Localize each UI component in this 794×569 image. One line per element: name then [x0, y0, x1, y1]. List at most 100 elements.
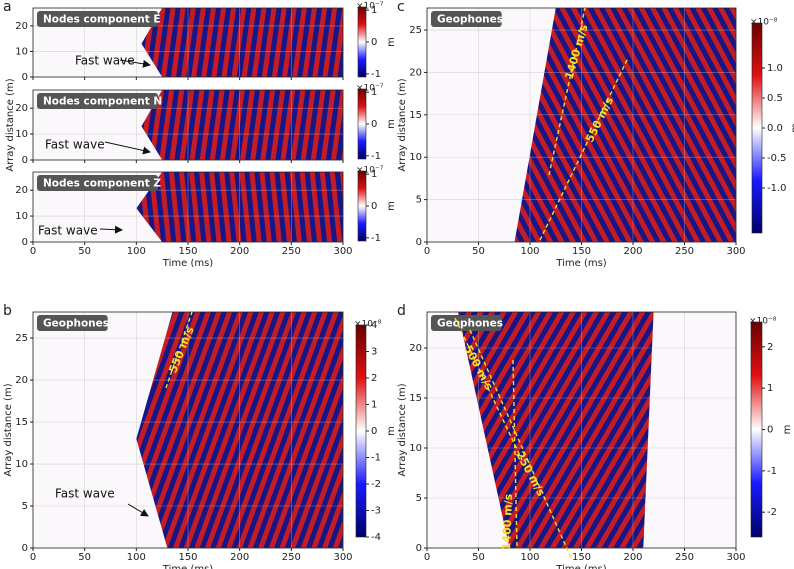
- colorbar-tick-label: 2: [767, 342, 773, 353]
- colorbar-tick-label: 0: [371, 426, 377, 437]
- panel-letter: c: [397, 0, 405, 15]
- x-tick-label: 250: [675, 552, 694, 563]
- panel-title: Nodes component E: [43, 14, 161, 26]
- y-tick-label: 20: [409, 67, 422, 78]
- y-tick-label: 0: [22, 237, 28, 248]
- x-tick-label: 300: [726, 246, 745, 257]
- y-tick-label: 20: [15, 103, 28, 114]
- x-tick-label: 150: [572, 552, 591, 563]
- panel-title: Geophones: [43, 318, 109, 330]
- colorbar-label: m: [386, 119, 397, 129]
- x-tick-label: 100: [520, 552, 539, 563]
- x-tick-label: 300: [333, 552, 352, 563]
- y-tick-label: 20: [15, 375, 28, 386]
- colorbar-tick-label: -0.5: [767, 153, 787, 164]
- y-tick-label: 15: [409, 110, 422, 121]
- x-tick-label: 250: [282, 246, 301, 257]
- x-tick-label: 250: [282, 552, 301, 563]
- annotation-arrow: [119, 59, 151, 68]
- y-tick-label: 5: [416, 493, 422, 504]
- y-tick-label: 15: [15, 417, 28, 428]
- x-tick-label: 200: [230, 552, 249, 563]
- y-tick-label: 0: [22, 543, 28, 554]
- colorbar-tick-label: 1: [371, 5, 377, 16]
- colorbar-tick-label: -4: [371, 532, 381, 543]
- x-tick-label: 200: [230, 246, 249, 257]
- colorbar-exponent: ×10⁻⁷: [356, 166, 384, 176]
- x-tick-label: 50: [472, 552, 485, 563]
- colorbar-tick-label: -1: [371, 151, 381, 162]
- velocity-line: [165, 311, 193, 389]
- colorbar-tick-label: 0: [371, 201, 377, 212]
- panel-title: Geophones: [437, 14, 503, 26]
- plot-frame: [32, 89, 344, 161]
- y-tick-label: 0: [416, 543, 422, 554]
- y-tick-label: 25: [15, 333, 28, 344]
- y-tick-label: 10: [409, 443, 422, 454]
- plot-frame: [426, 7, 737, 243]
- annotation-arrow: [104, 141, 151, 155]
- x-tick-label: 200: [623, 552, 642, 563]
- title-box: [431, 315, 502, 331]
- y-tick-label: 5: [416, 195, 422, 206]
- panel-letter: b: [3, 303, 12, 319]
- colorbar: [751, 22, 763, 234]
- x-axis-label: Time (ms): [162, 258, 214, 269]
- colorbar-tick-label: -1: [371, 233, 381, 244]
- panel-title: Nodes component Z: [43, 178, 161, 190]
- y-tick-label: 20: [409, 343, 422, 354]
- colorbar-exponent: ×10⁻⁷: [356, 84, 384, 94]
- title-box: [37, 93, 159, 109]
- y-tick-label: 10: [409, 152, 422, 163]
- colorbar-exponent: ×10⁻⁸: [354, 320, 382, 330]
- y-tick-label: 20: [15, 185, 28, 196]
- colorbar-tick-label: -2: [371, 479, 381, 490]
- title-box: [37, 315, 108, 331]
- x-axis-label: Time (ms): [555, 564, 607, 569]
- colorbar-tick-label: 0: [371, 119, 377, 130]
- colorbar-tick-label: 2: [371, 373, 377, 384]
- x-tick-label: 50: [78, 246, 91, 257]
- x-tick-label: 0: [30, 552, 36, 563]
- x-tick-label: 300: [333, 246, 352, 257]
- x-tick-label: 150: [178, 552, 197, 563]
- y-tick-label: 20: [15, 21, 28, 32]
- x-tick-label: 0: [30, 246, 36, 257]
- wavefield: [457, 312, 654, 548]
- colorbar: [355, 324, 367, 538]
- colorbar: [357, 6, 367, 78]
- colorbar-tick-label: 0: [767, 425, 773, 436]
- colorbar-tick-label: -3: [371, 506, 381, 517]
- colorbar-tick-label: -1: [371, 453, 381, 464]
- colorbar-tick-label: -1: [767, 466, 777, 477]
- colorbar-tick-label: 0.0: [767, 123, 783, 134]
- title-box: [37, 11, 159, 27]
- velocity-line: [454, 317, 523, 461]
- colorbar-label: m: [386, 37, 397, 47]
- colorbar-exponent: ×10⁻⁸: [750, 18, 778, 28]
- plot-frame: [32, 311, 344, 549]
- colorbar-tick-label: 1: [371, 169, 377, 180]
- x-tick-label: 150: [572, 246, 591, 257]
- x-axis-label: Time (ms): [555, 258, 607, 269]
- y-tick-label: 10: [15, 46, 28, 57]
- annotation: Fast wave: [38, 224, 98, 238]
- x-tick-label: 250: [675, 246, 694, 257]
- annotation: Fast wave: [75, 54, 135, 68]
- x-tick-label: 100: [520, 246, 539, 257]
- wavefield: [141, 90, 343, 160]
- y-tick-label: 10: [15, 459, 28, 470]
- colorbar-label: m: [782, 425, 793, 435]
- y-tick-label: 10: [15, 129, 28, 140]
- y-axis-label: Array distance (m): [397, 383, 408, 476]
- colorbar-tick-label: 1: [371, 87, 377, 98]
- colorbar-tick-label: -1: [371, 69, 381, 80]
- y-axis-label: Array distance (m): [397, 78, 408, 171]
- wavefield: [141, 8, 343, 77]
- colorbar-tick-label: 1: [371, 400, 377, 411]
- y-tick-label: 25: [409, 25, 422, 36]
- colorbar-label: m: [386, 426, 397, 436]
- colorbar-exponent: ×10⁻⁷: [356, 2, 384, 12]
- colorbar: [357, 88, 367, 160]
